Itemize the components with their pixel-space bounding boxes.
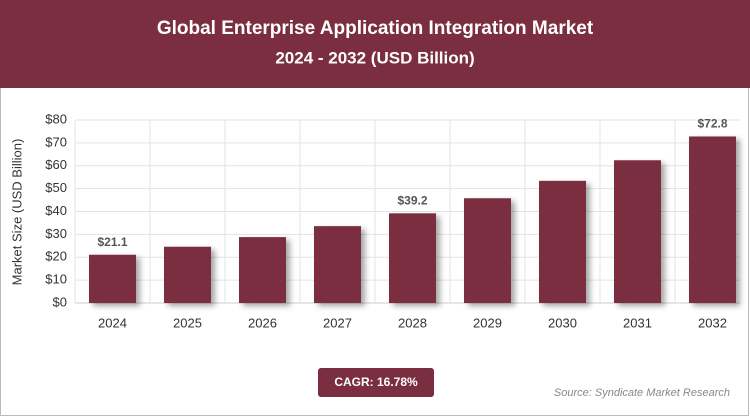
data-label: $39.2 xyxy=(397,194,427,208)
bar xyxy=(539,180,586,303)
header xyxy=(0,0,750,88)
bar xyxy=(689,136,736,303)
y-tick-label: $80 xyxy=(45,111,67,126)
data-label: $72.8 xyxy=(697,117,727,131)
y-axis-title: Market Size (USD Billion) xyxy=(9,139,24,286)
x-tick-label: 2027 xyxy=(323,315,352,330)
x-tick-label: 2025 xyxy=(173,315,202,330)
x-tick-label: 2024 xyxy=(98,315,127,330)
x-tick-label: 2032 xyxy=(698,315,727,330)
bar xyxy=(164,246,211,303)
x-tick-label: 2031 xyxy=(623,315,652,330)
bar xyxy=(239,237,286,303)
bar xyxy=(89,254,136,303)
source-note: Source: Syndicate Market Research xyxy=(554,387,730,399)
y-tick-label: $0 xyxy=(53,294,67,309)
bar xyxy=(464,198,511,303)
bar xyxy=(614,160,661,303)
x-tick-label: 2030 xyxy=(548,315,577,330)
y-tick-label: $40 xyxy=(45,203,67,218)
y-tick-label: $10 xyxy=(45,272,67,287)
x-tick-label: 2026 xyxy=(248,315,277,330)
y-tick-label: $50 xyxy=(45,180,67,195)
y-tick-label: $30 xyxy=(45,226,67,241)
x-tick-label: 2029 xyxy=(473,315,502,330)
x-tick-label: 2028 xyxy=(398,315,427,330)
y-tick-label: $70 xyxy=(45,134,67,149)
cagr-box xyxy=(318,368,434,397)
bar xyxy=(389,213,436,303)
chart-subtitle: 2024 - 2032 (USD Billion) xyxy=(275,48,474,67)
cagr-label: CAGR: 16.78% xyxy=(334,375,418,389)
data-label: $21.1 xyxy=(97,235,127,249)
y-tick-label: $20 xyxy=(45,249,67,264)
bar xyxy=(314,226,361,303)
y-tick-label: $60 xyxy=(45,157,67,172)
chart-title: Global Enterprise Application Integratio… xyxy=(157,18,594,39)
